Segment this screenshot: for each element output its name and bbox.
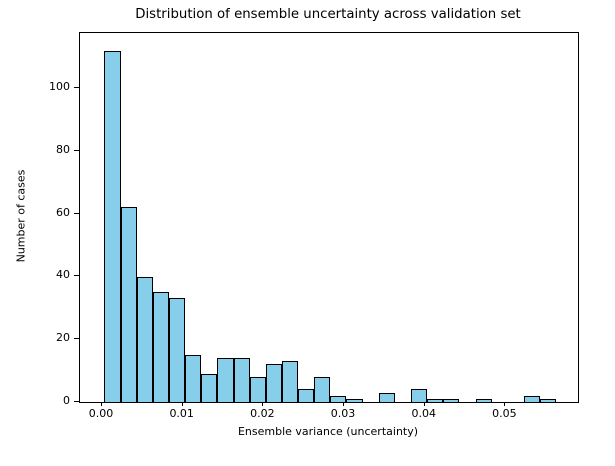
histogram-bar: [104, 50, 121, 402]
x-tick-mark: [262, 402, 264, 406]
histogram-bar: [330, 395, 347, 402]
histogram-bar: [201, 373, 218, 402]
x-tick-mark: [101, 402, 103, 406]
histogram-bar: [411, 389, 428, 402]
histogram-bar: [523, 395, 541, 402]
x-tick-mark: [181, 402, 183, 406]
histogram-bar: [249, 376, 266, 402]
y-tick-mark: [74, 149, 79, 151]
x-tick-label: 0.00: [88, 407, 114, 420]
x-tick-label: 0.03: [330, 407, 356, 420]
histogram-bar: [475, 398, 492, 402]
histogram-bar: [540, 398, 557, 402]
histogram-bar: [233, 358, 250, 402]
y-tick-mark: [74, 275, 79, 277]
histogram-bar: [298, 389, 315, 402]
y-tick-mark: [74, 212, 79, 214]
x-axis-label: Ensemble variance (uncertainty): [237, 425, 419, 438]
y-tick-label: 40: [56, 268, 70, 282]
histogram-bar: [443, 398, 460, 402]
histogram-bar: [346, 398, 363, 402]
x-tick-mark: [504, 402, 506, 406]
histogram-bar: [314, 376, 331, 402]
y-tick-label: 100: [49, 80, 70, 94]
x-tick-label: 0.01: [169, 407, 194, 420]
x-tick-mark: [423, 402, 425, 406]
y-tick-label: 20: [56, 331, 70, 345]
y-tick-mark: [74, 338, 79, 340]
y-tick-label: 60: [56, 205, 70, 219]
y-axis-label: Number of cases: [14, 169, 28, 263]
y-tick-label: 0: [63, 394, 70, 407]
histogram-bar: [281, 361, 299, 402]
x-tick-mark: [343, 402, 345, 406]
plot-area: [79, 32, 579, 403]
x-tick-label: 0.02: [250, 407, 275, 420]
histogram-bar: [120, 207, 137, 402]
x-tick-label: 0.05: [492, 407, 517, 420]
histogram-bar: [378, 392, 395, 402]
histogram-bar: [427, 398, 444, 402]
histogram-bar: [136, 276, 153, 402]
y-tick-label: 80: [56, 142, 70, 156]
histogram-bar: [217, 358, 234, 402]
y-tick-mark: [74, 87, 79, 89]
histogram-bar: [152, 292, 169, 402]
histogram-bar: [185, 354, 202, 402]
x-tick-label: 0.04: [411, 407, 436, 420]
histogram-bar: [168, 298, 186, 402]
y-tick-mark: [74, 401, 79, 402]
histogram-bar: [265, 364, 282, 402]
chart-title: Distribution of ensemble uncertainty acr…: [135, 7, 521, 22]
